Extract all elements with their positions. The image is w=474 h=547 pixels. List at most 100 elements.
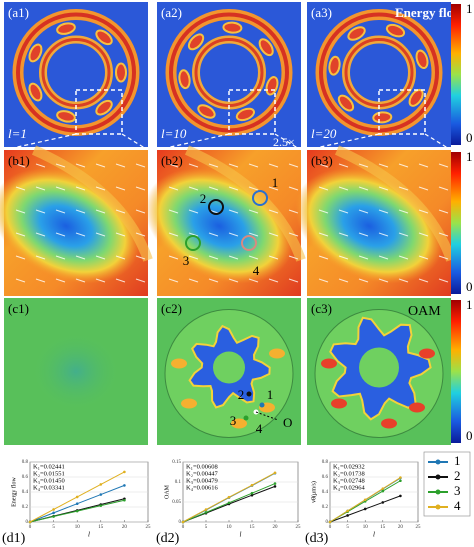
zoom-line: [274, 133, 302, 151]
flow-arrow: [35, 255, 46, 260]
flow-arrow: [55, 232, 66, 237]
series-point: [363, 498, 367, 502]
y-tick-label: 0.8: [22, 460, 29, 465]
flow-arrow: [438, 163, 449, 168]
flow-arrow: [268, 209, 279, 214]
legend-marker: [435, 474, 441, 480]
slope-label: K₄=0.02964: [333, 484, 366, 491]
zoom-line: [3, 133, 77, 151]
lobe: [258, 38, 274, 57]
flow-arrow: [188, 209, 199, 214]
y-tick-label: 0.2: [22, 505, 29, 510]
label: 2: [238, 387, 245, 402]
label: 1: [466, 1, 473, 16]
label: l=20: [311, 126, 337, 141]
slope-label: K₃=0.02748: [333, 477, 365, 484]
flow-arrow: [248, 209, 259, 214]
lobe: [28, 43, 43, 63]
hot-spot: [321, 358, 337, 369]
label: (b3): [311, 153, 333, 168]
slope-label: K₄=0.00616: [186, 484, 219, 491]
series-point: [399, 479, 402, 483]
flow-arrow: [418, 232, 429, 237]
lobe: [95, 29, 113, 46]
flow-arrow: [398, 186, 409, 191]
series-point: [399, 494, 402, 498]
flow-arrow: [358, 163, 369, 168]
flow-arrow: [418, 163, 429, 168]
zoom-line: [121, 133, 149, 151]
hot-spot: [409, 402, 425, 413]
ring: [16, 12, 136, 133]
y-tick-label: 0.15: [172, 460, 181, 465]
lobe: [415, 49, 429, 70]
flow-arrow: [378, 232, 389, 237]
series-point: [28, 520, 32, 524]
x-tick-label: 20: [122, 525, 128, 530]
hot-spot: [381, 418, 397, 429]
flow-arrow: [168, 232, 179, 237]
flow-arrow: [248, 232, 259, 237]
flow-arrow: [378, 278, 389, 283]
flow-arrow: [378, 255, 389, 260]
legend-marker: [435, 504, 441, 510]
flow-arrow: [228, 278, 239, 283]
legend-label: 1: [454, 453, 461, 468]
x-axis-label: l: [373, 531, 375, 539]
flow-arrow: [338, 232, 349, 237]
lobe: [337, 94, 355, 112]
label: 0: [466, 279, 473, 294]
zoom-line: [156, 133, 230, 151]
x-axis-label: l: [240, 531, 242, 539]
flow-arrow: [115, 232, 126, 237]
flow-arrow: [378, 209, 389, 214]
series-point: [381, 489, 385, 493]
flow-arrow: [418, 209, 429, 214]
flow-arrow: [75, 186, 86, 191]
y-tick-label: 0.8: [322, 460, 329, 465]
flow-arrow: [95, 278, 106, 283]
series-point: [227, 501, 231, 505]
label: 1: [267, 387, 274, 402]
x-tick-label: 20: [273, 525, 279, 530]
flow-arrow: [35, 232, 46, 237]
x-tick-label: 5: [52, 525, 55, 530]
series-point: [346, 514, 349, 517]
x-tick-label: 10: [75, 525, 81, 530]
series-point: [250, 491, 254, 495]
label: 2: [200, 191, 207, 206]
flow-arrow: [208, 186, 219, 191]
zoom-line: [424, 133, 452, 151]
y-tick-label: 0.2: [322, 505, 329, 510]
flow-arrow: [338, 255, 349, 260]
flow-arrow: [168, 255, 179, 260]
label: (c1): [8, 301, 29, 316]
flow-arrow: [55, 186, 66, 191]
flow-arrow: [95, 255, 106, 260]
hot-spot: [419, 348, 435, 359]
flow-arrow: [358, 209, 369, 214]
flow-arrow: [268, 232, 279, 237]
flow-arrow: [418, 255, 429, 260]
flow-arrow: [398, 163, 409, 168]
slope-label: K₂=0.01551: [33, 470, 65, 477]
flow-arrow: [338, 209, 349, 214]
flow-arrow: [268, 163, 279, 168]
flow-arrow: [248, 278, 259, 283]
panel-label: (d1): [2, 531, 26, 546]
flow-arrow: [15, 186, 26, 191]
flow-arrow: [55, 278, 66, 283]
flow-arrow: [95, 209, 106, 214]
band: [31, 145, 153, 262]
series-point: [399, 476, 402, 479]
series-point: [123, 498, 126, 502]
flow-arrow: [228, 209, 239, 214]
flow-arrow: [95, 232, 106, 237]
hot-spot: [269, 348, 285, 359]
flow-arrow: [208, 232, 219, 237]
series-point: [363, 507, 367, 511]
y-axis-label: OAM: [164, 484, 170, 499]
flow-arrow: [168, 163, 179, 168]
flow-arrow: [115, 163, 126, 168]
band: [184, 145, 306, 262]
